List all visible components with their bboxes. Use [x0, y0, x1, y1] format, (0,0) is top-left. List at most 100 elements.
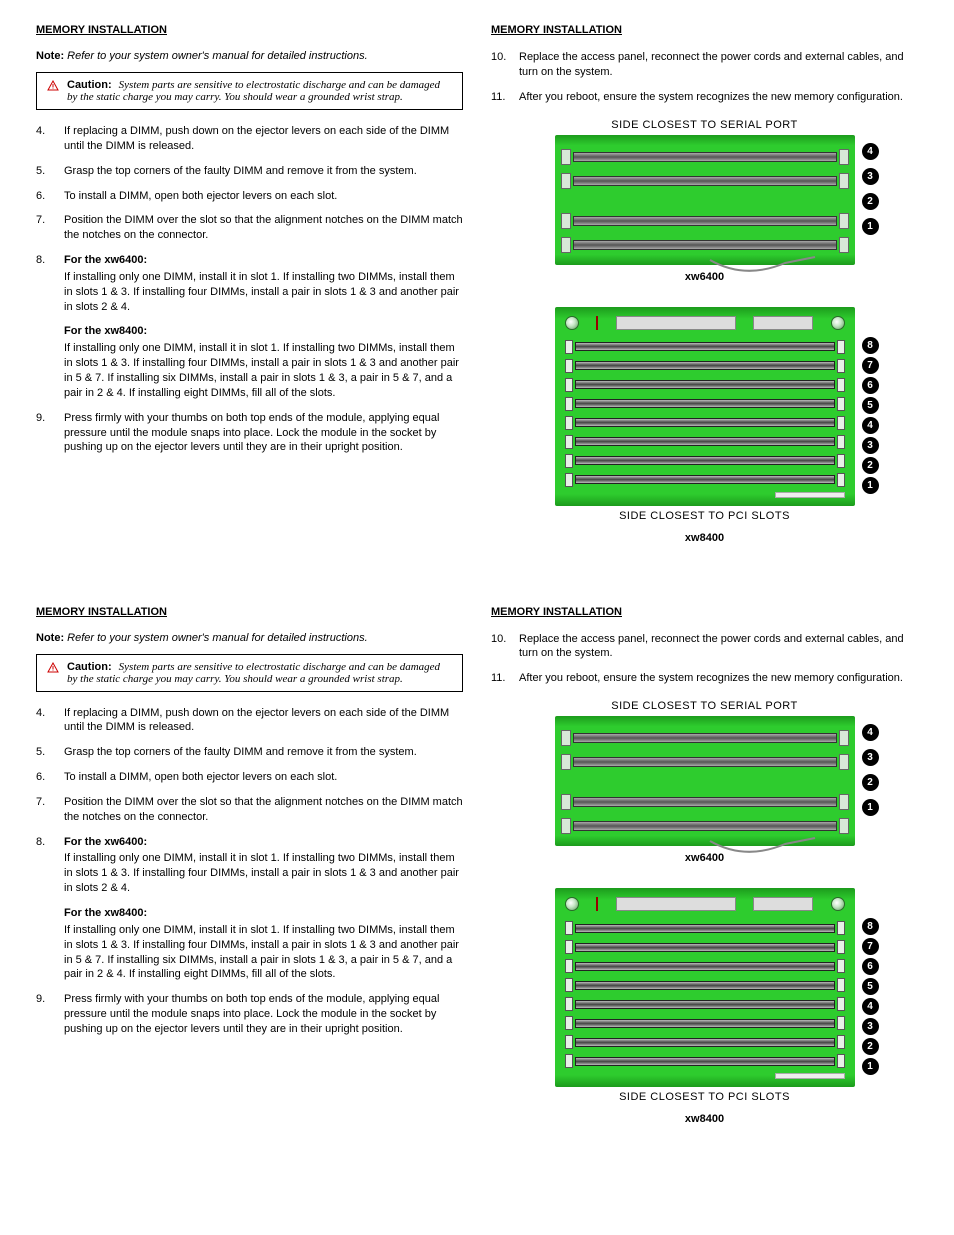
- dimm-slot: [565, 977, 845, 993]
- dimm-slot: [565, 996, 845, 1012]
- cable-icon: [705, 255, 825, 275]
- step-text: To install a DIMM, open both ejector lev…: [64, 189, 463, 204]
- slot-badge: 5: [862, 978, 879, 995]
- page-2: MEMORY INSTALLATION Note: Refer to your …: [36, 606, 918, 1140]
- section-title: MEMORY INSTALLATION: [491, 24, 918, 36]
- step-8-xw8400: For the xw8400: If installing only one D…: [64, 906, 463, 982]
- slot-badge: 4: [862, 143, 879, 160]
- slot-badge: 3: [862, 168, 879, 185]
- diagram-top-label: SIDE CLOSEST TO SERIAL PORT: [611, 700, 798, 712]
- diagram-top-label: SIDE CLOSEST TO SERIAL PORT: [611, 119, 798, 131]
- slot-badge: 6: [862, 377, 879, 394]
- left-column: MEMORY INSTALLATION Note: Refer to your …: [36, 606, 463, 1140]
- diagram-xw8400: 8 7 6 5 4 3 2 1 SIDE CLOSEST TO PCI SLOT…: [491, 888, 918, 1139]
- steps-list-right: 10.Replace the access panel, reconnect t…: [491, 632, 918, 687]
- step-5: 5.Grasp the top corners of the faulty DI…: [36, 745, 463, 760]
- step-number: 9.: [36, 411, 64, 456]
- slot-badge: 2: [862, 1038, 879, 1055]
- step-text: Grasp the top corners of the faulty DIMM…: [64, 745, 463, 760]
- steps-list: 4. If replacing a DIMM, push down on the…: [36, 124, 463, 455]
- step-7: 7.Position the DIMM over the slot so tha…: [36, 795, 463, 825]
- slot-badge: 1: [862, 1058, 879, 1075]
- diagram-xw6400: SIDE CLOSEST TO SERIAL PORT 4 3 2 1: [491, 115, 918, 297]
- dimm-slot: [565, 377, 845, 393]
- step-body: For the xw6400: If installing only one D…: [64, 835, 463, 983]
- section-title: MEMORY INSTALLATION: [36, 24, 463, 36]
- steps-list-right: 10. Replace the access panel, reconnect …: [491, 50, 918, 105]
- diagram-model-label: xw8400: [685, 1113, 724, 1125]
- screw-hole-icon: [831, 897, 845, 911]
- dimm-slot: [565, 1053, 845, 1069]
- step-10: 10. Replace the access panel, reconnect …: [491, 50, 918, 80]
- page-1: MEMORY INSTALLATION Note: Refer to your …: [36, 24, 918, 558]
- caution-label: Caution:: [67, 79, 112, 91]
- step-number: 9.: [36, 992, 64, 1037]
- step-text: Position the DIMM over the slot so that …: [64, 795, 463, 825]
- cable-icon: [705, 836, 825, 856]
- diagram-model-label: xw8400: [685, 532, 724, 544]
- slot-badge: 7: [862, 357, 879, 374]
- step-text: Replace the access panel, reconnect the …: [519, 50, 918, 80]
- step-8: 8. For the xw6400: If installing only on…: [36, 253, 463, 401]
- step-6: 6. To install a DIMM, open both ejector …: [36, 189, 463, 204]
- slot-badge: 1: [862, 799, 879, 816]
- subheading: For the xw6400:: [64, 835, 463, 850]
- slot-badge: 5: [862, 397, 879, 414]
- screw-hole-icon: [565, 316, 579, 330]
- connector-icon: [775, 492, 845, 498]
- step-8-xw6400: For the xw6400: If installing only one D…: [64, 253, 463, 314]
- step-number: 10.: [491, 632, 519, 662]
- left-column: MEMORY INSTALLATION Note: Refer to your …: [36, 24, 463, 558]
- step-9: 9.Press firmly with your thumbs on both …: [36, 992, 463, 1037]
- step-number: 11.: [491, 671, 519, 686]
- connector-icon: [775, 1073, 845, 1079]
- dimm-slot: [561, 792, 849, 812]
- step-number: 4.: [36, 706, 64, 736]
- slot-badge: 2: [862, 193, 879, 210]
- slot-badge: 2: [862, 774, 879, 791]
- chip-icon: [596, 316, 598, 330]
- dimm-slot: [565, 358, 845, 374]
- subtext: If installing only one DIMM, install it …: [64, 270, 463, 315]
- note-label: Note:: [36, 632, 64, 644]
- dimm-slot: [565, 958, 845, 974]
- subtext: If installing only one DIMM, install it …: [64, 341, 463, 400]
- caution-content: Caution: System parts are sensitive to e…: [67, 79, 452, 103]
- subtext: If installing only one DIMM, install it …: [64, 851, 463, 896]
- slot-badge: 1: [862, 477, 879, 494]
- step-number: 6.: [36, 770, 64, 785]
- step-5: 5. Grasp the top corners of the faulty D…: [36, 164, 463, 179]
- slot-badges: 8 7 6 5 4 3 2 1: [862, 918, 879, 1075]
- slot-badge: 2: [862, 457, 879, 474]
- note: Note: Refer to your system owner's manua…: [36, 50, 463, 62]
- right-column: MEMORY INSTALLATION 10.Replace the acces…: [491, 606, 918, 1140]
- step-number: 7.: [36, 213, 64, 243]
- subheading: For the xw6400:: [64, 253, 463, 268]
- slot-badge: 1: [862, 218, 879, 235]
- step-number: 7.: [36, 795, 64, 825]
- slot-badge: 8: [862, 337, 879, 354]
- step-4: 4.If replacing a DIMM, push down on the …: [36, 706, 463, 736]
- chip-icon: [616, 897, 736, 911]
- step-text: If replacing a DIMM, push down on the ej…: [64, 706, 463, 736]
- step-9: 9. Press firmly with your thumbs on both…: [36, 411, 463, 456]
- step-text: After you reboot, ensure the system reco…: [519, 90, 918, 105]
- board-xw8400: 8 7 6 5 4 3 2 1: [555, 307, 855, 506]
- dimm-slot: [561, 752, 849, 772]
- step-text: Replace the access panel, reconnect the …: [519, 632, 918, 662]
- step-number: 5.: [36, 745, 64, 760]
- note-label: Note:: [36, 50, 64, 62]
- dimm-slot: [565, 339, 845, 355]
- slot-badge: 7: [862, 938, 879, 955]
- note-text: Refer to your system owner's manual for …: [67, 50, 367, 62]
- dimm-slot: [561, 235, 849, 255]
- subtext: If installing only one DIMM, install it …: [64, 923, 463, 982]
- note: Note: Refer to your system owner's manua…: [36, 632, 463, 644]
- step-text: To install a DIMM, open both ejector lev…: [64, 770, 463, 785]
- step-number: 10.: [491, 50, 519, 80]
- note-text: Refer to your system owner's manual for …: [67, 632, 367, 644]
- slot-badges: 4 3 2 1: [862, 724, 879, 816]
- step-8-xw6400: For the xw6400: If installing only one D…: [64, 835, 463, 896]
- step-body: For the xw6400: If installing only one D…: [64, 253, 463, 401]
- section-title: MEMORY INSTALLATION: [491, 606, 918, 618]
